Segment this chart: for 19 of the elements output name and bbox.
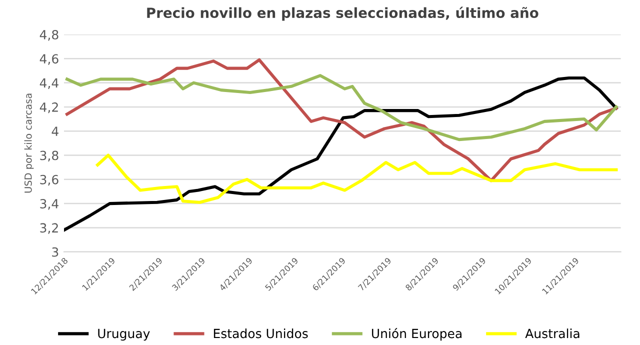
y-axis-title: USD por kilo carcasa bbox=[24, 94, 34, 193]
legend-label: Uruguay bbox=[98, 328, 150, 341]
legend-label: Australia bbox=[525, 328, 580, 338]
y-tick-label: 3,4 bbox=[40, 199, 58, 210]
y-tick-label: 3 bbox=[52, 247, 58, 257]
legend-label: Unión Europea bbox=[372, 328, 462, 341]
line-series bbox=[96, 154, 618, 204]
y-tick-label: 4,6 bbox=[40, 54, 58, 65]
line-series bbox=[66, 74, 618, 142]
legend-label: Estados Unidos bbox=[214, 328, 308, 338]
y-tick-label: 3,8 bbox=[40, 150, 58, 162]
y-tick-label: 4,2 bbox=[40, 102, 58, 114]
chart-title: Precio novillo en plazas seleccionadas, último año bbox=[147, 6, 538, 21]
y-tick-label: 4,4 bbox=[40, 78, 58, 89]
y-tick-label: 4,8 bbox=[40, 30, 58, 41]
line-series bbox=[64, 76, 618, 232]
y-tick-label: 3,6 bbox=[40, 174, 58, 186]
y-tick-label: 3,2 bbox=[40, 223, 58, 234]
y-tick-label: 4 bbox=[52, 126, 58, 136]
